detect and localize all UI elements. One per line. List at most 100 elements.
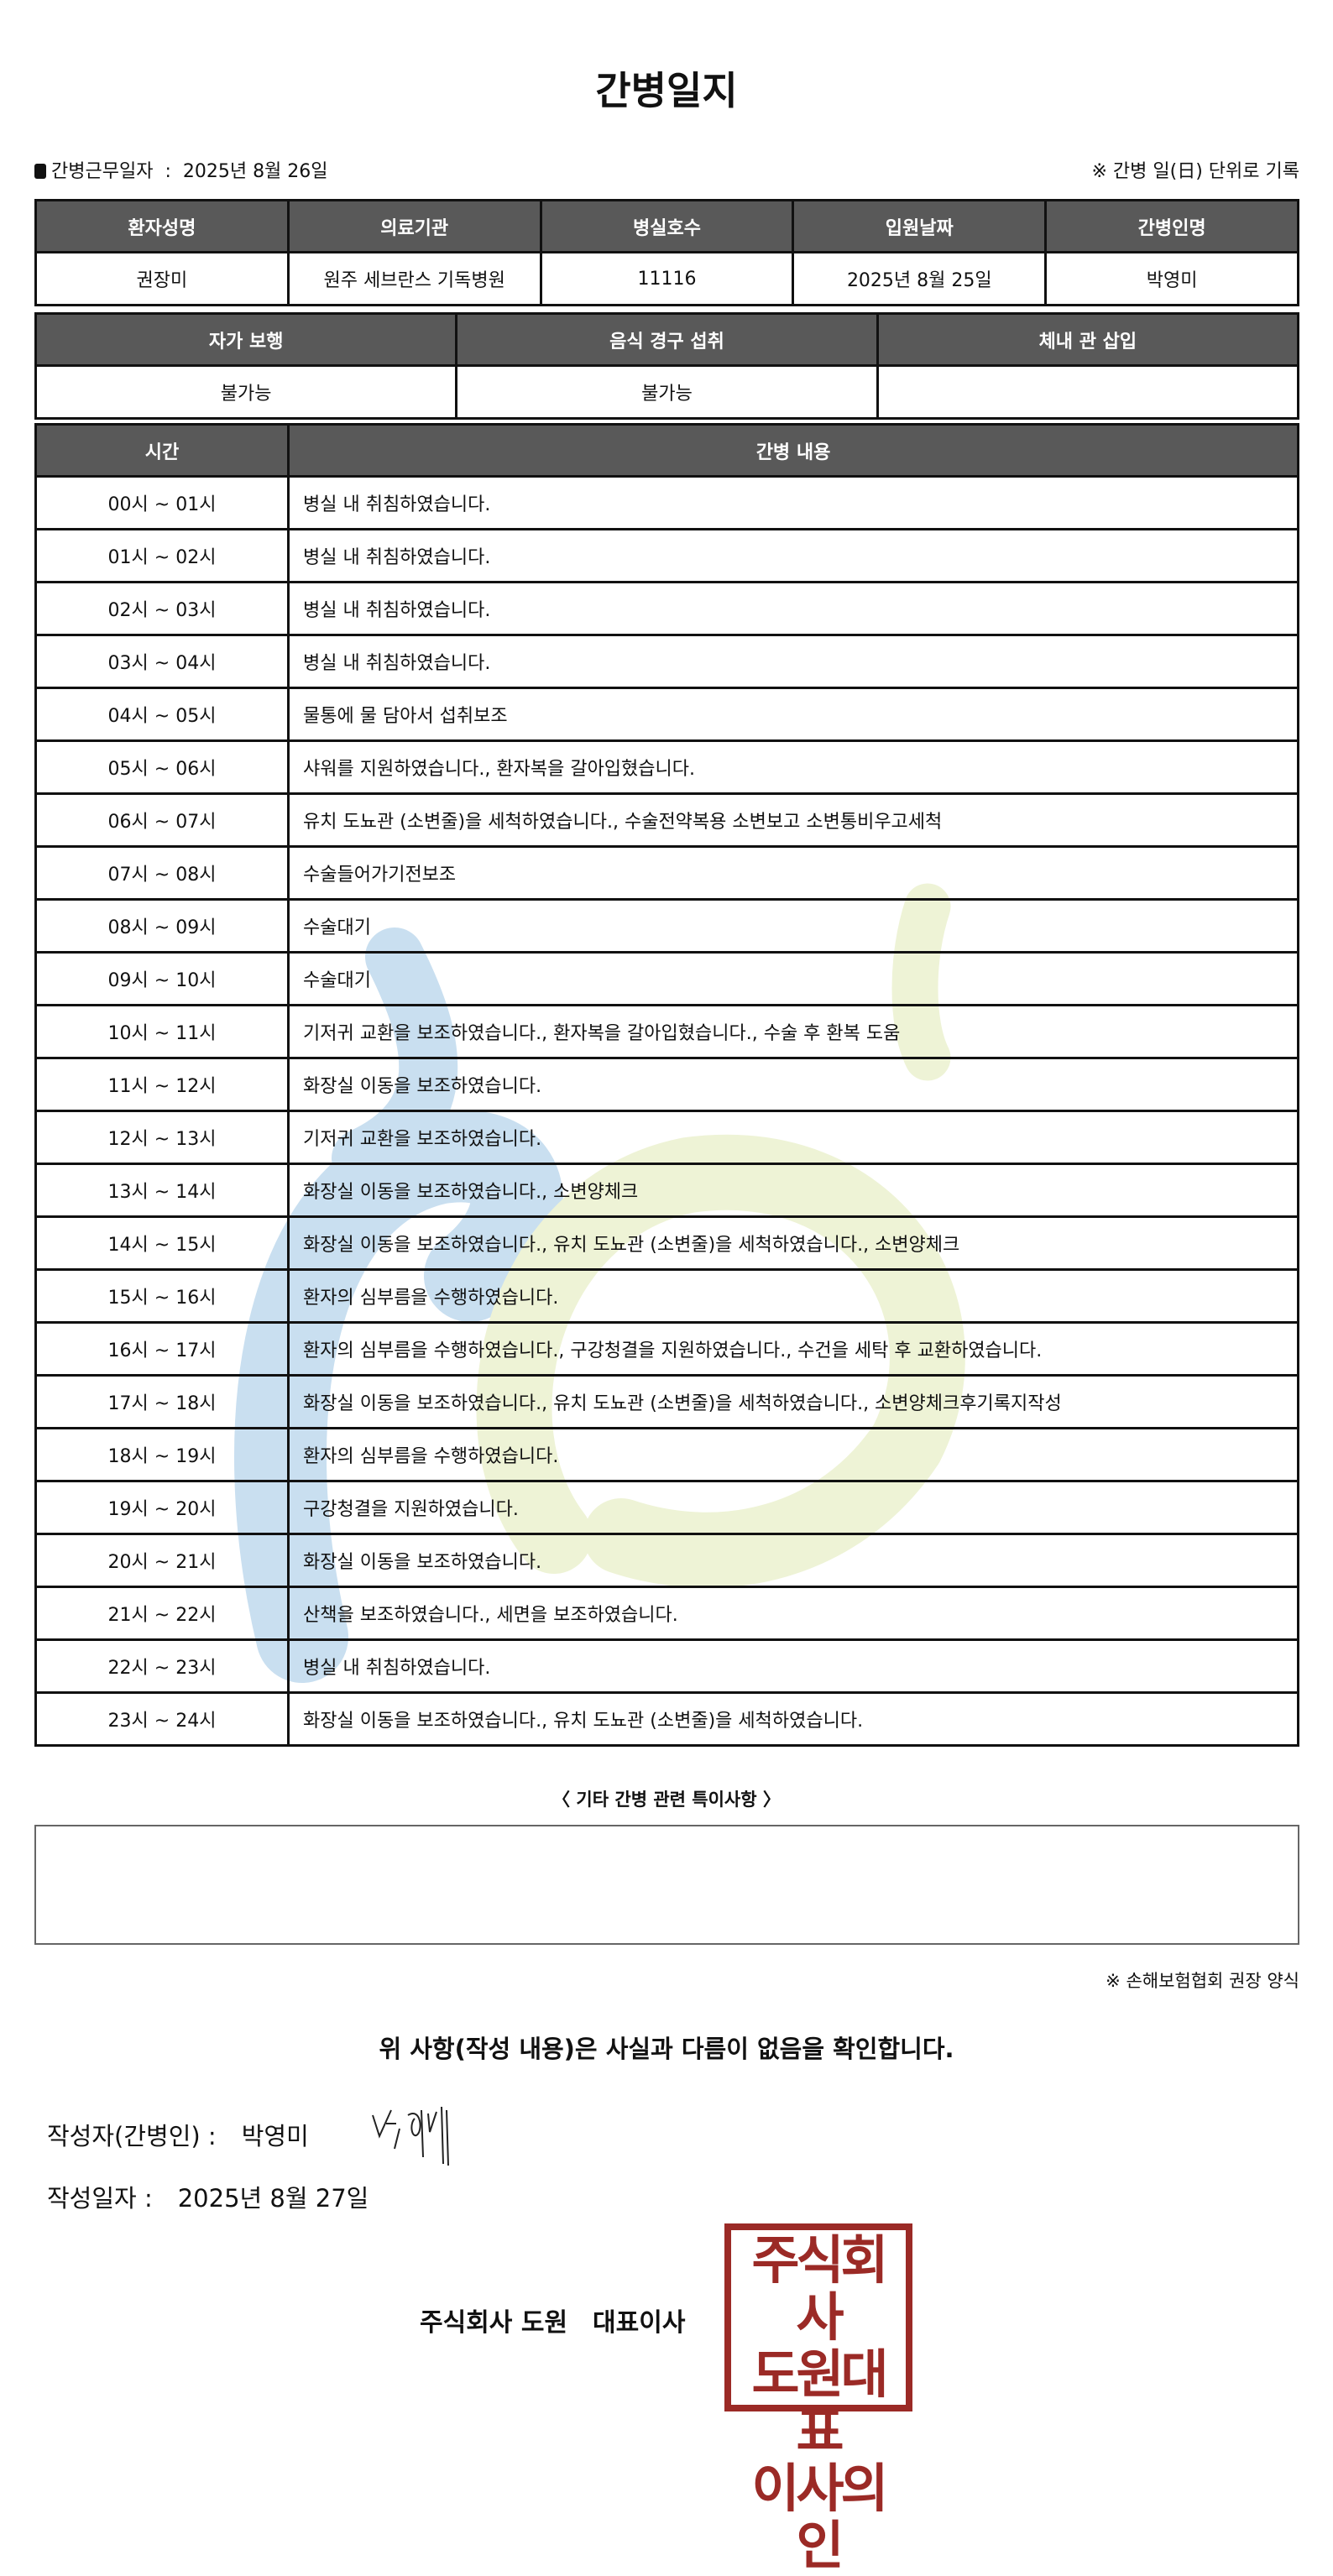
source-note: ※ 손해보험협회 권장 양식 (1106, 1971, 1299, 1991)
content-cell: 병실 내 취침하였습니다. (287, 1638, 1299, 1694)
work-date-value: 2025년 8월 26일 (182, 161, 328, 182)
signature (372, 2106, 449, 2166)
written-date: 2025년 8월 27일 (177, 2184, 369, 2213)
table-row: 16시 ~ 17시 환자의 심부름을 수행하였습니다., 구강청결을 지원하였습니… (34, 1321, 1299, 1377)
patient-name: 권장미 (34, 251, 290, 306)
table-row: 12시 ~ 13시 기저귀 교환을 보조하였습니다. (34, 1110, 1299, 1165)
time-cell: 13시 ~ 14시 (34, 1163, 290, 1218)
writer-name: 박영미 (241, 2122, 309, 2150)
table-row: 22시 ~ 23시 병실 내 취침하였습니다. (34, 1638, 1299, 1694)
time-cell: 11시 ~ 12시 (34, 1057, 290, 1112)
time-cell: 14시 ~ 15시 (34, 1215, 290, 1271)
content-cell: 샤워를 지원하였습니다., 환자복을 갈아입혔습니다. (287, 739, 1299, 795)
time-cell: 01시 ~ 02시 (34, 528, 290, 583)
notes-box (34, 1825, 1299, 1945)
writer-line: 작성자(간병인) : 박영미 (47, 2117, 309, 2152)
content-cell: 병실 내 취침하였습니다. (287, 528, 1299, 583)
content-cell: 구강청결을 지원하였습니다. (287, 1480, 1299, 1535)
table-row: 17시 ~ 18시 화장실 이동을 보조하였습니다., 유치 도뇨관 (소변줄)을… (34, 1374, 1299, 1429)
seal-line: 도원대표 (751, 2343, 888, 2462)
content-cell: 유치 도뇨관 (소변줄)을 세척하였습니다., 수술전약복용 소변보고 소변통비… (287, 792, 1299, 848)
content-cell: 수술대기 (287, 898, 1299, 954)
room-number: 11116 (539, 251, 795, 306)
content-cell: 환자의 심부름을 수행하였습니다., 구강청결을 지원하였습니다., 수건을 세… (287, 1321, 1299, 1377)
time-cell: 00시 ~ 01시 (34, 475, 290, 530)
content-cell: 화장실 이동을 보조하였습니다. (287, 1533, 1299, 1588)
table-row: 06시 ~ 07시 유치 도뇨관 (소변줄)을 세척하였습니다., 수술전약복용 … (34, 792, 1299, 848)
unit-note: ※ 간병 일(日) 단위로 기록 (1091, 161, 1300, 182)
content-cell: 화장실 이동을 보조하였습니다., 유치 도뇨관 (소변줄)을 세척하였습니다.… (287, 1215, 1299, 1271)
seal-line: 주식회사 (751, 2229, 888, 2348)
time-cell: 07시 ~ 08시 (34, 845, 290, 901)
time-cell: 09시 ~ 10시 (34, 951, 290, 1006)
content-cell: 환자의 심부름을 수행하였습니다. (287, 1427, 1299, 1482)
table-row: 14시 ~ 15시 화장실 이동을 보조하였습니다., 유치 도뇨관 (소변줄)을… (34, 1215, 1299, 1271)
time-cell: 12시 ~ 13시 (34, 1110, 290, 1165)
header-room: 병실호수 (539, 199, 795, 253)
table-row: 02시 ~ 03시 병실 내 취침하였습니다. (34, 581, 1299, 636)
time-cell: 03시 ~ 04시 (34, 634, 290, 689)
content-cell: 병실 내 취침하였습니다. (287, 475, 1299, 530)
time-cell: 05시 ~ 06시 (34, 739, 290, 795)
oral-intake-value: 불가능 (455, 364, 879, 420)
content-cell: 기저귀 교환을 보조하였습니다., 환자복을 갈아입혔습니다., 수술 후 환복… (287, 1004, 1299, 1059)
time-cell: 21시 ~ 22시 (34, 1586, 290, 1641)
content-cell: 화장실 이동을 보조하였습니다. (287, 1057, 1299, 1112)
table-row: 13시 ~ 14시 화장실 이동을 보조하였습니다., 소변양체크 (34, 1163, 1299, 1218)
table-row: 00시 ~ 01시 병실 내 취침하였습니다. (34, 475, 1299, 530)
company-line: 주식회사 도원 대표이사 (420, 2302, 685, 2338)
table-row: 09시 ~ 10시 수술대기 (34, 951, 1299, 1006)
written-date-line: 작성일자 : 2025년 8월 27일 (47, 2179, 369, 2214)
content-cell: 수술대기 (287, 951, 1299, 1006)
table-row: 23시 ~ 24시 화장실 이동을 보조하였습니다., 유치 도뇨관 (소변줄)을… (34, 1691, 1299, 1747)
hospital: 원주 세브란스 기독병원 (286, 251, 542, 306)
bullet-icon (34, 164, 46, 179)
work-date-label: 간병근무일자 (51, 161, 154, 182)
caregiver-name: 박영미 (1044, 251, 1299, 306)
table-row: 19시 ~ 20시 구강청결을 지원하였습니다. (34, 1480, 1299, 1535)
content-cell: 화장실 이동을 보조하였습니다., 유치 도뇨관 (소변줄)을 세척하였습니다.… (287, 1374, 1299, 1429)
table-row: 11시 ~ 12시 화장실 이동을 보조하였습니다. (34, 1057, 1299, 1112)
time-cell: 04시 ~ 05시 (34, 687, 290, 742)
header-patient-name: 환자성명 (34, 199, 290, 253)
header-walking: 자가 보행 (34, 312, 458, 367)
admission-date: 2025년 8월 25일 (792, 251, 1048, 306)
table-row: 15시 ~ 16시 환자의 심부름을 수행하였습니다. (34, 1268, 1299, 1324)
content-cell: 수술들어가기전보조 (287, 845, 1299, 901)
work-date: 간병근무일자 : 2025년 8월 26일 (34, 156, 328, 183)
content-cell: 병실 내 취침하였습니다. (287, 581, 1299, 636)
content-cell: 화장실 이동을 보조하였습니다., 유치 도뇨관 (소변줄)을 세척하였습니다. (287, 1691, 1299, 1747)
content-cell: 환자의 심부름을 수행하였습니다. (287, 1268, 1299, 1324)
table-row: 08시 ~ 09시 수술대기 (34, 898, 1299, 954)
company-name: 주식회사 도원 (420, 2308, 568, 2338)
confirmation-statement: 위 사항(작성 내용)은 사실과 다름이 없음을 확인합니다. (379, 2035, 954, 2063)
table-row: 05시 ~ 06시 샤워를 지원하였습니다., 환자복을 갈아입혔습니다. (34, 739, 1299, 795)
patient-status-table: 자가 보행 음식 경구 섭취 체내 관 삽입 불가능 불가능 (34, 312, 1300, 420)
table-row: 03시 ~ 04시 병실 내 취침하였습니다. (34, 634, 1299, 689)
header-tube: 체내 관 삽입 (876, 312, 1300, 367)
table-row: 21시 ~ 22시 산책을 보조하였습니다., 세면을 보조하였습니다. (34, 1586, 1299, 1641)
walking-value: 불가능 (34, 364, 458, 420)
content-cell: 물통에 물 담아서 섭취보조 (287, 687, 1299, 742)
header-caregiver: 간병인명 (1044, 199, 1299, 253)
header-content: 간병 내용 (287, 423, 1299, 478)
tube-value (876, 364, 1300, 420)
time-cell: 19시 ~ 20시 (34, 1480, 290, 1535)
writer-label: 작성자(간병인) : (47, 2122, 217, 2150)
time-cell: 16시 ~ 17시 (34, 1321, 290, 1377)
time-cell: 08시 ~ 09시 (34, 898, 290, 954)
time-cell: 18시 ~ 19시 (34, 1427, 290, 1482)
time-cell: 06시 ~ 07시 (34, 792, 290, 848)
patient-info-table: 환자성명 의료기관 병실호수 입원날짜 간병인명 권장미 원주 세브란스 기독병원 1111… (34, 199, 1299, 306)
seal-line: 이사의인 (751, 2458, 888, 2576)
table-row: 20시 ~ 21시 화장실 이동을 보조하였습니다. (34, 1533, 1299, 1588)
care-log-table: 시간 간병 내용 00시 ~ 01시 병실 내 취침하였습니다. 01시 ~ 02시 병… (34, 423, 1299, 1747)
written-label: 작성일자 : (47, 2184, 153, 2213)
header-admission-date: 입원날짜 (792, 199, 1048, 253)
table-row: 10시 ~ 11시 기저귀 교환을 보조하였습니다., 환자복을 갈아입혔습니다.… (34, 1004, 1299, 1059)
header-oral-intake: 음식 경구 섭취 (455, 312, 879, 367)
content-cell: 병실 내 취침하였습니다. (287, 634, 1299, 689)
header-hospital: 의료기관 (286, 199, 542, 253)
time-cell: 02시 ~ 03시 (34, 581, 290, 636)
table-row: 18시 ~ 19시 환자의 심부름을 수행하였습니다. (34, 1427, 1299, 1482)
